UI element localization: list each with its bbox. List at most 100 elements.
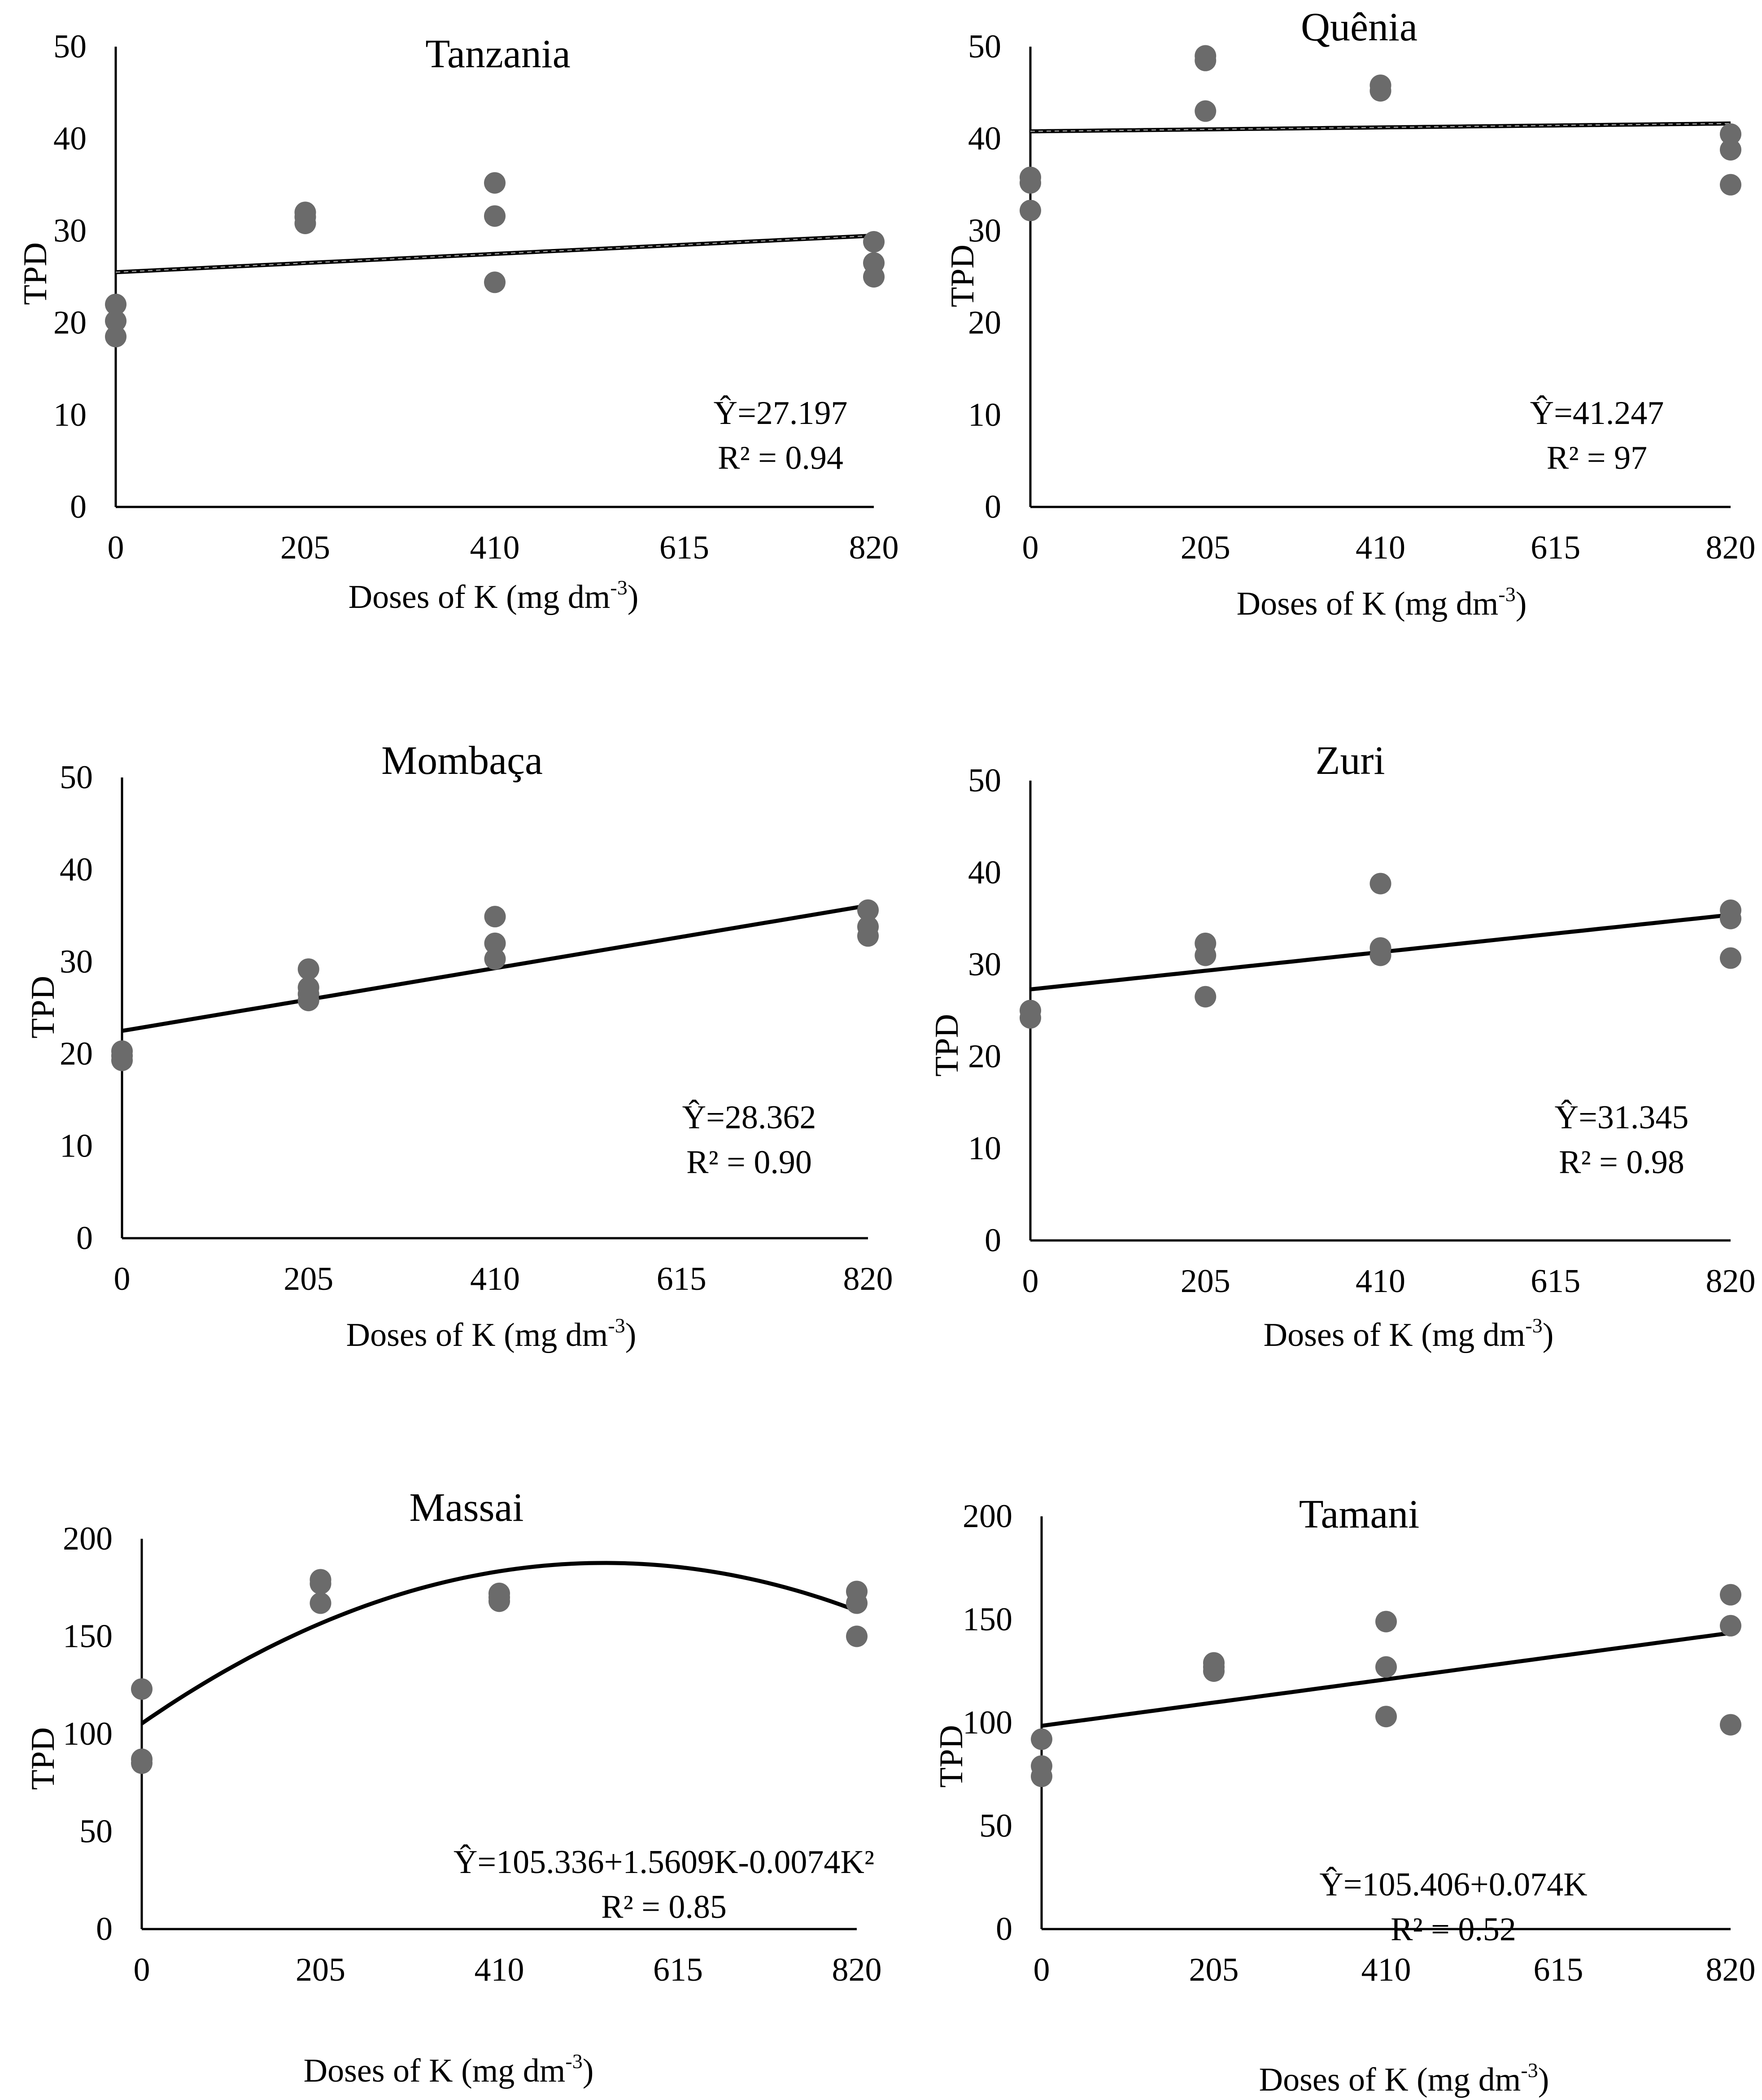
y-tick-label: 0 <box>996 1911 1012 1947</box>
regression-equation: Ŷ=28.362 <box>682 1099 816 1136</box>
data-point <box>1195 944 1217 966</box>
chart-panel-6: 0 50 100 150 200 0 205 410 615 820 Tamani TPD Doses … <box>933 1492 1756 2098</box>
x-tick-label: 615 <box>657 1261 707 1297</box>
data-point <box>1020 1007 1041 1029</box>
data-point <box>310 1573 331 1595</box>
x-tick-label: 615 <box>1531 529 1580 566</box>
data-point <box>1020 172 1041 194</box>
x-tick-label: 615 <box>1534 1952 1583 1988</box>
y-tick-label: 0 <box>76 1220 93 1257</box>
data-point <box>1720 139 1741 161</box>
x-tick-label: 615 <box>1531 1263 1580 1300</box>
y-axis-title: TPD <box>25 1727 61 1790</box>
y-tick-label: 0 <box>96 1911 113 1947</box>
data-point <box>857 925 879 947</box>
data-point <box>1375 1611 1397 1633</box>
data-point <box>1195 100 1217 122</box>
data-point <box>857 899 879 921</box>
y-tick-label: 10 <box>53 397 87 433</box>
data-point <box>484 948 506 970</box>
y-tick-label: 200 <box>963 1498 1012 1535</box>
trend-line <box>140 1561 858 1725</box>
y-tick-label: 50 <box>979 1807 1012 1844</box>
y-tick-label: 50 <box>968 28 1001 65</box>
r-squared-label: R² = 0.98 <box>1559 1144 1684 1181</box>
r-squared-label: R² = 0.90 <box>686 1144 812 1181</box>
x-tick-label: 205 <box>280 529 330 566</box>
y-axis-title: TPD <box>929 1014 965 1077</box>
data-point <box>846 1592 868 1614</box>
x-tick-label: 205 <box>283 1261 333 1297</box>
x-tick-label: 820 <box>1706 1263 1756 1300</box>
chart-panel-2: 0 10 20 30 40 50 0 205 410 615 820 Quênia TPD Doses o… <box>944 5 1756 622</box>
x-tick-label: 410 <box>470 1261 520 1297</box>
data-point <box>297 958 319 980</box>
data-point <box>484 205 506 227</box>
data-point <box>1369 80 1391 102</box>
data-point <box>484 271 506 293</box>
data-point <box>1031 1765 1052 1787</box>
data-point <box>1020 200 1041 222</box>
data-point <box>1375 1706 1397 1728</box>
y-tick-label: 50 <box>968 762 1001 799</box>
y-tick-label: 150 <box>63 1618 113 1655</box>
data-point <box>294 212 316 234</box>
x-tick-label: 205 <box>1181 1263 1230 1300</box>
y-tick-label: 100 <box>963 1704 1012 1741</box>
data-point <box>484 172 506 194</box>
y-tick-label: 200 <box>63 1520 113 1557</box>
x-tick-label: 0 <box>114 1261 131 1297</box>
x-tick-label: 410 <box>1356 1263 1405 1300</box>
data-point <box>105 293 126 315</box>
trend-line <box>1041 1631 1731 1728</box>
y-tick-label: 20 <box>968 1038 1001 1075</box>
x-tick-label: 615 <box>659 529 709 566</box>
x-tick-label: 410 <box>1356 529 1405 566</box>
x-tick-label: 205 <box>1181 529 1230 566</box>
data-point <box>484 906 506 928</box>
data-point <box>1720 1584 1741 1606</box>
data-point <box>1031 1728 1052 1750</box>
y-tick-label: 50 <box>79 1813 113 1850</box>
x-axis-title: Doses of K (mg dm-3) <box>1237 583 1527 622</box>
data-point <box>310 1592 331 1614</box>
y-tick-label: 40 <box>60 851 93 888</box>
x-tick-label: 205 <box>296 1952 345 1988</box>
regression-equation: Ŷ=105.336+1.5609K-0.0074K² <box>454 1844 874 1881</box>
y-tick-label: 50 <box>60 759 93 796</box>
x-axis-title: Doses of K (mg dm-3) <box>304 2050 594 2089</box>
x-tick-label: 0 <box>1022 1263 1039 1300</box>
x-axis-title: Doses of K (mg dm-3) <box>349 576 639 616</box>
y-tick-label: 40 <box>968 854 1001 891</box>
data-point <box>1203 1660 1225 1682</box>
chart-title: Mombaça <box>381 738 543 783</box>
x-tick-label: 820 <box>843 1261 893 1297</box>
x-tick-label: 410 <box>470 529 520 566</box>
data-point <box>1720 123 1741 145</box>
data-point <box>1195 986 1217 1008</box>
data-point <box>131 1752 153 1774</box>
x-axis-title: Doses of K (mg dm-3) <box>1264 1314 1554 1353</box>
x-tick-label: 820 <box>832 1952 882 1988</box>
y-tick-label: 30 <box>968 212 1001 249</box>
data-point <box>1720 1714 1741 1736</box>
data-point <box>863 266 885 288</box>
data-point <box>1375 1656 1397 1678</box>
data-point <box>1720 174 1741 196</box>
x-tick-label: 0 <box>1022 529 1039 566</box>
data-point <box>863 231 885 253</box>
x-axis-title: Doses of K (mg dm-3) <box>1259 2059 1549 2098</box>
x-tick-label: 820 <box>1706 529 1756 566</box>
y-tick-label: 0 <box>70 489 87 525</box>
data-point <box>1195 49 1217 71</box>
chart-title: Quênia <box>1301 5 1417 49</box>
y-tick-label: 20 <box>968 305 1001 341</box>
regression-equation: Ŷ=41.247 <box>1530 395 1664 432</box>
data-point <box>1720 1615 1741 1637</box>
y-tick-label: 30 <box>53 212 87 249</box>
r-squared-label: R² = 0.52 <box>1391 1911 1516 1948</box>
y-tick-label: 0 <box>985 489 1001 525</box>
r-squared-label: R² = 0.94 <box>718 440 843 476</box>
x-tick-label: 410 <box>1361 1952 1411 1988</box>
data-point <box>484 932 506 954</box>
